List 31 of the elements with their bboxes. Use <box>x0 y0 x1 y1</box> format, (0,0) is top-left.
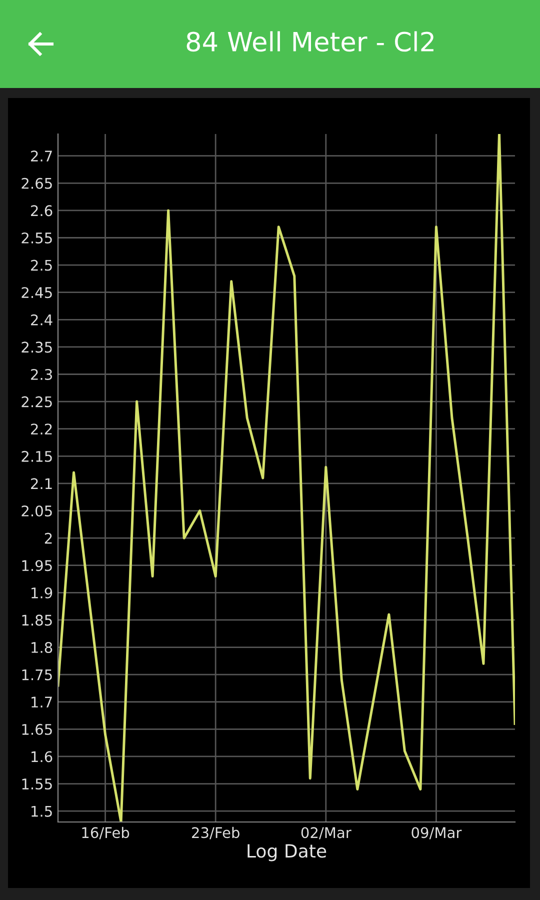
y-tick-label: 1.5 <box>32 806 52 817</box>
y-tick-label: 1.55 <box>22 778 52 790</box>
y-tick-label: 2.7 <box>31 150 52 162</box>
y-tick-label: 1.7 <box>32 696 52 708</box>
y-tick-label: 2.25 <box>22 396 52 408</box>
x-tick-label: 02/Mar <box>301 827 352 840</box>
y-tick-label: 2.05 <box>22 505 52 517</box>
y-tick-label: 2.5 <box>31 260 52 271</box>
x-axis-title: Log Date <box>248 844 326 862</box>
y-tick-label: 2.65 <box>22 178 52 189</box>
y-tick-label: 1.85 <box>22 614 52 626</box>
y-tick-label: 2 <box>44 532 52 544</box>
x-tick-label: 23/Feb <box>192 826 240 840</box>
y-tick-label: 1.9 <box>32 587 52 598</box>
y-tick-label: 2.1 <box>31 478 52 489</box>
y-tick-label: 1.6 <box>32 751 52 762</box>
y-tick-label: 2.6 <box>31 205 52 216</box>
y-tick-label: 2.15 <box>22 450 52 462</box>
y-tick-label: 2.3 <box>31 368 52 380</box>
y-tick-label: 2.45 <box>22 287 52 298</box>
y-tick-label: 2.35 <box>22 342 52 353</box>
y-tick-label: 1.65 <box>22 724 52 735</box>
y-tick-label: 1.8 <box>32 642 52 654</box>
y-tick-label: 2.4 <box>31 314 52 326</box>
chart-title: 84 Well Meter - Cl2 <box>186 31 434 52</box>
x-tick-label: 16/Feb <box>82 826 130 840</box>
y-tick-label: 2.2 <box>31 424 52 434</box>
y-tick-label: 1.75 <box>22 669 52 680</box>
x-tick-label: 09/Mar <box>412 827 462 840</box>
y-tick-label: 2.55 <box>22 232 52 244</box>
y-tick-label: 1.95 <box>22 560 52 572</box>
